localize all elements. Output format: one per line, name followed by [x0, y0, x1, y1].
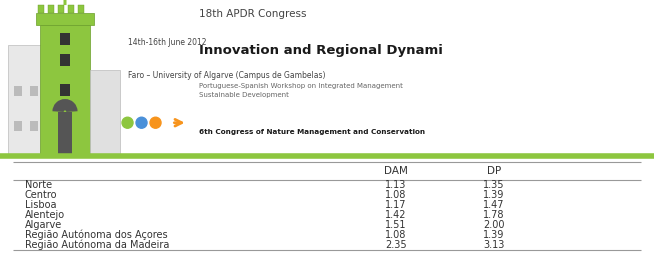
Text: 2.00: 2.00 — [483, 220, 504, 230]
Circle shape — [122, 117, 133, 128]
Bar — [8, 45, 46, 154]
Text: 1.35: 1.35 — [483, 180, 504, 190]
Bar — [60, 33, 70, 45]
Circle shape — [150, 117, 161, 128]
Text: 1.08: 1.08 — [385, 190, 406, 200]
Text: 2.35: 2.35 — [385, 240, 407, 250]
FancyArrow shape — [62, 0, 68, 5]
Text: Algarve: Algarve — [25, 220, 62, 230]
Text: 1.08: 1.08 — [385, 230, 406, 240]
Text: Região Autónoma da Madeira: Região Autónoma da Madeira — [25, 240, 169, 250]
Bar — [60, 84, 70, 96]
Text: 1.47: 1.47 — [483, 200, 504, 210]
Text: 1.51: 1.51 — [385, 220, 406, 230]
Bar — [14, 121, 22, 131]
Bar — [68, 5, 74, 13]
Bar — [58, 112, 72, 154]
Text: Portuguese-Spanish Workshop on Integrated Management
Sustainable Development: Portuguese-Spanish Workshop on Integrate… — [199, 83, 404, 98]
Bar — [60, 54, 70, 66]
Bar — [36, 13, 94, 25]
Text: 1.39: 1.39 — [483, 230, 504, 240]
Text: 14th-16th June 2012: 14th-16th June 2012 — [128, 38, 206, 47]
Circle shape — [136, 117, 147, 128]
Text: Alentejo: Alentejo — [25, 210, 65, 220]
Text: Centro: Centro — [25, 190, 58, 200]
Text: DP: DP — [487, 166, 501, 176]
Text: 1.42: 1.42 — [385, 210, 406, 220]
Bar — [40, 25, 90, 154]
Bar — [90, 71, 120, 154]
Text: 6th Congress of Nature Management and Conservation: 6th Congress of Nature Management and Co… — [199, 129, 426, 135]
Text: 1.17: 1.17 — [385, 200, 406, 210]
Bar — [78, 5, 84, 13]
Text: Norte: Norte — [25, 180, 52, 190]
Text: Lisboa: Lisboa — [25, 200, 56, 210]
Text: Região Autónoma dos Açores: Região Autónoma dos Açores — [25, 230, 167, 240]
Bar — [58, 5, 64, 13]
Text: 1.78: 1.78 — [483, 210, 504, 220]
Text: 3.13: 3.13 — [483, 240, 504, 250]
Bar — [14, 86, 22, 96]
Text: 1.39: 1.39 — [483, 190, 504, 200]
Bar — [30, 86, 38, 96]
Bar — [38, 5, 44, 13]
Text: Innovation and Regional Dynami: Innovation and Regional Dynami — [199, 44, 443, 57]
Bar — [48, 5, 54, 13]
Text: DAM: DAM — [384, 166, 407, 176]
Text: 1.13: 1.13 — [385, 180, 406, 190]
Bar — [30, 121, 38, 131]
Text: 18th APDR Congress: 18th APDR Congress — [199, 9, 307, 19]
Text: Faro – University of Algarve (Campus de Gambelas): Faro – University of Algarve (Campus de … — [128, 71, 325, 80]
